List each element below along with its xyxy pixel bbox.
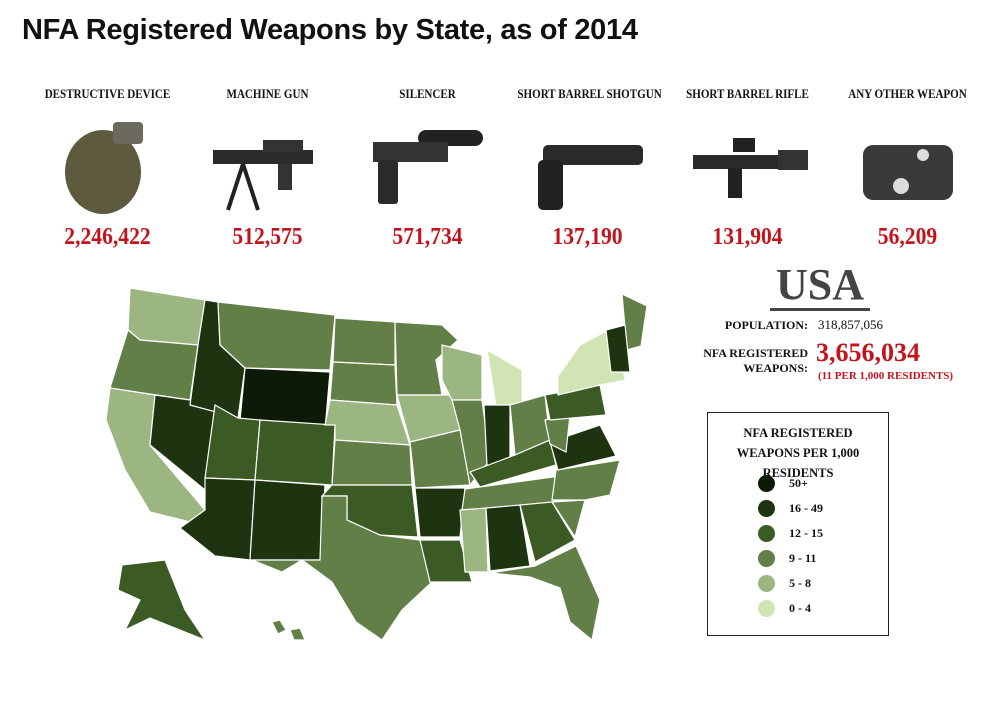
state (485, 504, 531, 572)
state (324, 399, 411, 446)
legend-label: 16 - 49 (789, 500, 823, 515)
weapon-label: DESTRUCTIVE DEVICE (44, 86, 171, 101)
weapon: SHORT BARREL RIFLE 131,904 (665, 86, 830, 251)
legend-item: 16 - 49 (758, 498, 823, 518)
state (117, 559, 207, 642)
legend-label: 5 - 8 (789, 575, 811, 590)
title: NFA Registered Weapons by State, as of 2… (22, 14, 638, 46)
state (271, 619, 287, 635)
state (489, 545, 601, 642)
state (329, 361, 398, 406)
weapon-count: 571,734 (392, 224, 463, 250)
population: 318,857,056 (818, 317, 883, 332)
weapon-image (862, 145, 953, 200)
weapon-label: ANY OTHER WEAPON (848, 86, 967, 101)
weapon: SHORT BARREL SHOTGUN 137,190 (505, 86, 670, 251)
state (217, 301, 336, 371)
state (254, 419, 336, 486)
weapon: DESTRUCTIVE DEVICE 2,246,422 (25, 86, 190, 251)
weapon-count: 2,246,422 (64, 224, 151, 250)
weapon-count: 56,209 (877, 224, 938, 250)
state (605, 324, 631, 373)
weapons-total: 3,656,034 (816, 338, 920, 367)
weapons-rate: (11 PER 1,000 RESIDENTS) (818, 370, 954, 382)
weapon-image (692, 138, 808, 198)
weapons-label: NFA REGISTERED WEAPONS: (703, 346, 808, 375)
legend-swatch (758, 499, 775, 517)
state (127, 287, 206, 346)
weapon-label: SILENCER (399, 86, 456, 101)
weapon-image (537, 145, 643, 210)
state (419, 539, 473, 583)
legend-swatch (758, 574, 775, 592)
state (414, 487, 466, 538)
state (549, 424, 617, 471)
state (483, 404, 511, 467)
state (289, 627, 306, 641)
legend-item: 0 - 4 (758, 598, 811, 618)
legend-swatch (758, 599, 775, 617)
state (519, 501, 576, 563)
legend-title: NFA REGISTERED WEAPONS PER 1,000 RESIDEN… (736, 426, 860, 480)
weapon-label: SHORT BARREL SHOTGUN (517, 86, 662, 101)
legend-label: 9 - 11 (789, 550, 817, 565)
state (249, 479, 326, 561)
weapon: MACHINE GUN 512,575 (185, 86, 350, 251)
legend-label: 50+ (789, 475, 808, 490)
legend: NFA REGISTERED WEAPONS PER 1,000 RESIDEN… (707, 412, 889, 636)
legend-label: 12 - 15 (789, 525, 823, 540)
legend-item: 12 - 15 (758, 523, 823, 543)
state (331, 439, 413, 486)
weapon-image (372, 130, 483, 204)
state (332, 317, 396, 366)
state (550, 499, 586, 539)
state (441, 344, 483, 401)
legend-swatch (758, 549, 775, 567)
weapon-count: 131,904 (712, 224, 783, 250)
state (459, 507, 489, 573)
weapon-label: SHORT BARREL RIFLE (686, 86, 809, 101)
weapon-label: MACHINE GUN (226, 86, 309, 101)
state (551, 459, 621, 501)
population-label: POPULATION: (724, 318, 808, 332)
weapon-count: 137,190 (552, 224, 623, 250)
legend-swatch (758, 474, 775, 492)
weapon-count: 512,575 (232, 224, 303, 250)
weapon: SILENCER 571,734 (345, 86, 510, 251)
weapon-image (64, 122, 143, 214)
legend-swatch (758, 524, 775, 542)
legend-item: 5 - 8 (758, 573, 811, 593)
usa-heading: USA (770, 262, 871, 311)
state (251, 495, 433, 641)
legend-label: 0 - 4 (789, 600, 811, 615)
weapon: ANY OTHER WEAPON 56,209 (825, 86, 990, 251)
weapon-image (212, 140, 313, 211)
legend-item: 9 - 11 (758, 548, 816, 568)
legend-item: 50+ (758, 473, 808, 493)
